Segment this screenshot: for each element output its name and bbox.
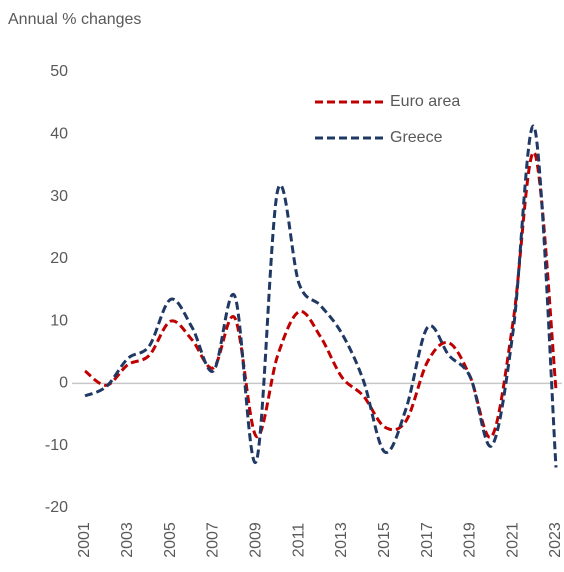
legend-label: Greece [390, 129, 443, 146]
x-tick-label: 2009 [247, 522, 264, 558]
series-line [84, 151, 558, 439]
x-tick-label: 2021 [504, 522, 521, 558]
x-tick-label: 2007 [205, 522, 222, 558]
x-tick-label: 2015 [376, 522, 393, 558]
y-tick-label: 30 [50, 188, 68, 205]
legend-label: Euro area [390, 93, 460, 110]
y-tick-label: -10 [45, 437, 68, 454]
series-line [84, 124, 558, 468]
x-tick-label: 2005 [162, 522, 179, 558]
y-tick-label: 0 [59, 375, 68, 392]
x-tick-label: 2019 [462, 522, 479, 558]
y-tick-label: 40 [50, 126, 68, 143]
y-tick-label: -20 [45, 499, 68, 516]
x-tick-label: 2013 [333, 522, 350, 558]
x-tick-label: 2023 [547, 522, 564, 558]
x-tick-label: 2003 [119, 522, 136, 558]
y-tick-label: 10 [50, 312, 68, 329]
x-tick-label: 2001 [76, 522, 93, 558]
y-tick-label: 20 [50, 250, 68, 267]
x-tick-label: 2011 [290, 523, 307, 558]
y-tick-label: 50 [50, 63, 68, 80]
x-tick-label: 2017 [419, 522, 436, 558]
axis-title: Annual % changes [8, 11, 141, 28]
